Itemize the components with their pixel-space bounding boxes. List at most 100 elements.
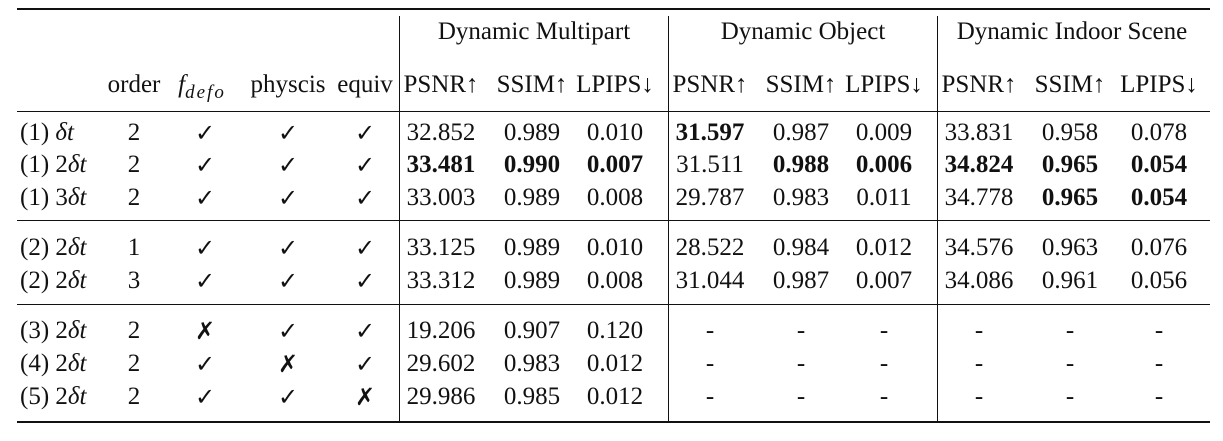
value-indoor-scene-psnr: - bbox=[974, 383, 984, 410]
value-indoor-scene-psnr: 34.086 bbox=[944, 267, 1014, 294]
col-header-indoor-scene-lpips: LPIPS↓ bbox=[1120, 71, 1198, 98]
value-multipart-psnr: 33.481 bbox=[406, 151, 476, 178]
check-icon: ✓ bbox=[277, 184, 299, 212]
fdefo-subscript: defo bbox=[185, 82, 226, 103]
row-label-prefix: (2) 2 bbox=[20, 267, 68, 294]
order-cell: 1 bbox=[127, 234, 141, 261]
check-icon: ✓ bbox=[194, 234, 216, 262]
col-header-fdefo: fdefo bbox=[178, 69, 226, 103]
row-label-delta-t: δt bbox=[67, 184, 87, 211]
row-label-prefix: (5) 2 bbox=[20, 383, 68, 410]
col-header-indoor-scene-psnr: PSNR↑ bbox=[941, 71, 1017, 98]
value-multipart-lpips: 0.012 bbox=[586, 383, 644, 410]
check-icon: ✓ bbox=[354, 350, 376, 378]
value-indoor-scene-ssim: - bbox=[1065, 317, 1075, 344]
value-multipart-ssim: 0.989 bbox=[503, 184, 561, 211]
col-header-equiv: equiv bbox=[337, 71, 393, 98]
value-object-psnr: 28.522 bbox=[675, 234, 745, 261]
value-multipart-ssim: 0.983 bbox=[503, 350, 561, 377]
col-header-indoor-scene-ssim: SSIM↑ bbox=[1034, 71, 1106, 98]
group-2-rule bbox=[17, 304, 1210, 306]
separator-right bbox=[937, 16, 939, 421]
check-icon: ✓ bbox=[194, 383, 216, 411]
check-icon: ✓ bbox=[277, 151, 299, 179]
separator-left bbox=[399, 16, 401, 421]
row-label-prefix: (4) 2 bbox=[20, 350, 68, 377]
value-indoor-scene-ssim: 0.958 bbox=[1041, 119, 1099, 146]
value-multipart-ssim: 0.989 bbox=[503, 119, 561, 146]
value-indoor-scene-lpips: 0.054 bbox=[1130, 151, 1188, 178]
check-icon: ✓ bbox=[354, 151, 376, 179]
value-object-lpips: 0.006 bbox=[855, 151, 913, 178]
value-object-lpips: 0.009 bbox=[855, 119, 913, 146]
group-header-multipart: Dynamic Multipart bbox=[437, 18, 631, 45]
value-indoor-scene-ssim: - bbox=[1065, 350, 1075, 377]
value-indoor-scene-psnr: 34.824 bbox=[944, 151, 1014, 178]
cross-icon: ✗ bbox=[354, 383, 376, 411]
row-label-prefix: (1) 2 bbox=[20, 151, 68, 178]
col-header-physcis: physcis bbox=[250, 71, 326, 98]
value-indoor-scene-lpips: 0.056 bbox=[1130, 267, 1188, 294]
value-indoor-scene-lpips: - bbox=[1154, 350, 1164, 377]
order-cell: 2 bbox=[127, 151, 141, 178]
value-indoor-scene-lpips: - bbox=[1154, 383, 1164, 410]
value-multipart-ssim: 0.990 bbox=[503, 151, 561, 178]
row-label-delta-t: δt bbox=[67, 151, 87, 178]
value-object-lpips: - bbox=[879, 383, 889, 410]
check-icon: ✓ bbox=[277, 317, 299, 345]
bottom-rule bbox=[17, 421, 1210, 423]
value-object-lpips: - bbox=[879, 350, 889, 377]
row-label: (1) 2δt bbox=[20, 149, 86, 181]
value-indoor-scene-ssim: 0.963 bbox=[1041, 234, 1099, 261]
row-label-delta-t: δt bbox=[55, 119, 74, 146]
value-multipart-ssim: 0.989 bbox=[503, 267, 561, 294]
row-label: (3) 2δt bbox=[20, 315, 86, 347]
check-icon: ✓ bbox=[354, 119, 376, 147]
row-label: (1) δt bbox=[20, 117, 74, 149]
cross-icon: ✗ bbox=[194, 317, 216, 345]
separator-mid bbox=[668, 16, 670, 421]
header-rule bbox=[17, 111, 1210, 113]
value-multipart-lpips: 0.010 bbox=[586, 119, 644, 146]
value-indoor-scene-psnr: 34.778 bbox=[944, 184, 1014, 211]
row-label-prefix: (1) bbox=[20, 119, 56, 146]
col-header-object-psnr: PSNR↑ bbox=[672, 71, 748, 98]
value-multipart-ssim: 0.907 bbox=[503, 317, 561, 344]
group-header-object: Dynamic Object bbox=[720, 18, 886, 45]
cross-icon: ✗ bbox=[277, 350, 299, 378]
value-multipart-psnr: 33.003 bbox=[406, 184, 476, 211]
col-header-multipart-lpips: LPIPS↓ bbox=[576, 71, 654, 98]
value-indoor-scene-ssim: 0.961 bbox=[1041, 267, 1099, 294]
check-icon: ✓ bbox=[194, 267, 216, 295]
row-label-delta-t: δt bbox=[67, 234, 87, 261]
value-indoor-scene-psnr: 33.831 bbox=[944, 119, 1014, 146]
row-label: (2) 2δt bbox=[20, 265, 86, 297]
value-multipart-ssim: 0.985 bbox=[503, 383, 561, 410]
check-icon: ✓ bbox=[277, 119, 299, 147]
value-multipart-lpips: 0.008 bbox=[586, 267, 644, 294]
check-icon: ✓ bbox=[354, 317, 376, 345]
row-label: (5) 2δt bbox=[20, 381, 86, 413]
value-object-ssim: - bbox=[796, 350, 806, 377]
row-label-delta-t: δt bbox=[67, 383, 87, 410]
value-indoor-scene-lpips: 0.076 bbox=[1130, 234, 1188, 261]
check-icon: ✓ bbox=[194, 184, 216, 212]
value-object-ssim: 0.987 bbox=[772, 119, 830, 146]
value-object-psnr: 31.597 bbox=[675, 119, 745, 146]
value-multipart-lpips: 0.010 bbox=[586, 234, 644, 261]
col-header-object-ssim: SSIM↑ bbox=[765, 71, 837, 98]
fdefo-main: f bbox=[178, 71, 186, 98]
value-indoor-scene-psnr: - bbox=[974, 317, 984, 344]
check-icon: ✓ bbox=[194, 350, 216, 378]
value-multipart-ssim: 0.989 bbox=[503, 234, 561, 261]
check-icon: ✓ bbox=[354, 234, 376, 262]
order-cell: 2 bbox=[127, 184, 141, 211]
row-label-prefix: (1) 3 bbox=[20, 184, 68, 211]
col-header-multipart-psnr: PSNR↑ bbox=[403, 71, 479, 98]
value-indoor-scene-lpips: 0.054 bbox=[1130, 184, 1188, 211]
value-multipart-psnr: 33.312 bbox=[406, 267, 476, 294]
value-multipart-lpips: 0.008 bbox=[586, 184, 644, 211]
row-label: (4) 2δt bbox=[20, 348, 86, 380]
row-label-delta-t: δt bbox=[67, 350, 87, 377]
value-object-psnr: 31.511 bbox=[676, 151, 744, 178]
